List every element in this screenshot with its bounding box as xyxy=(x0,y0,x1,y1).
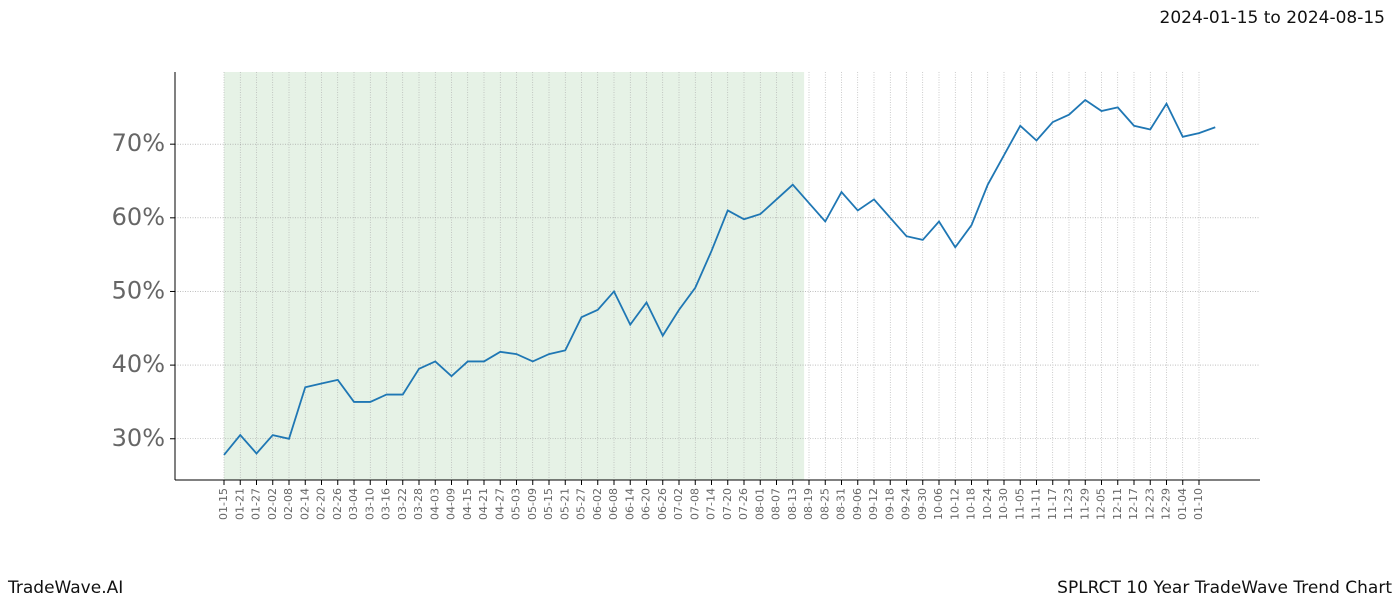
x-tick-label: 05-03 xyxy=(510,488,523,520)
x-tick-label: 02-02 xyxy=(266,488,279,520)
x-tick-label: 04-15 xyxy=(461,488,474,520)
x-tick-label: 02-08 xyxy=(282,488,295,520)
x-tick-label: 08-19 xyxy=(802,488,815,520)
x-tick-label: 07-02 xyxy=(672,488,685,520)
x-tick-label: 02-26 xyxy=(331,488,344,520)
x-tick-label: 10-12 xyxy=(948,488,961,520)
y-tick-label: 60% xyxy=(112,203,165,231)
x-tick-label: 03-28 xyxy=(412,488,425,520)
x-tick-label: 11-17 xyxy=(1046,488,1059,520)
x-tick-label: 11-23 xyxy=(1062,488,1075,520)
x-tick-label: 11-11 xyxy=(1030,488,1043,520)
x-tick-label: 02-14 xyxy=(298,488,311,520)
y-tick-label: 40% xyxy=(112,350,165,378)
x-tick-label: 04-09 xyxy=(445,488,458,520)
x-tick-label: 09-24 xyxy=(900,488,913,520)
x-tick-label: 10-30 xyxy=(997,488,1010,520)
x-tick-label: 08-13 xyxy=(786,488,799,520)
x-tick-label: 06-14 xyxy=(623,488,636,520)
x-tick-label: 08-07 xyxy=(770,488,783,520)
x-tick-label: 04-27 xyxy=(493,488,506,520)
x-tick-label: 07-20 xyxy=(721,488,734,520)
x-tick-label: 11-05 xyxy=(1013,488,1026,520)
x-tick-label: 12-29 xyxy=(1160,488,1173,520)
highlight-band xyxy=(224,72,805,480)
x-tick-label: 06-02 xyxy=(591,488,604,520)
x-tick-label: 12-05 xyxy=(1095,488,1108,520)
y-tick-label: 30% xyxy=(112,424,165,452)
x-tick-label: 09-12 xyxy=(867,488,880,520)
x-tick-label: 10-18 xyxy=(965,488,978,520)
x-tick-label: 05-15 xyxy=(542,488,555,520)
source: TradeWave.AI xyxy=(7,578,123,598)
x-tick-label: 08-25 xyxy=(818,488,831,520)
date-range: 2024-01-15 to 2024-08-15 xyxy=(1160,8,1385,28)
x-tick-label: 08-01 xyxy=(753,488,766,520)
x-tick-label: 12-17 xyxy=(1127,488,1140,520)
x-tick-label: 09-18 xyxy=(883,488,896,520)
x-tick-label: 12-11 xyxy=(1111,488,1124,520)
x-tick-label: 02-20 xyxy=(315,488,328,520)
x-tick-label: 08-31 xyxy=(835,488,848,520)
x-tick-label: 10-24 xyxy=(981,488,994,520)
x-tick-label: 12-23 xyxy=(1143,488,1156,520)
x-tick-label: 01-10 xyxy=(1192,488,1205,520)
x-tick-label: 01-21 xyxy=(233,488,246,520)
x-tick-label: 10-06 xyxy=(932,488,945,520)
trend-line xyxy=(223,98,1216,456)
x-tick-label: 11-29 xyxy=(1078,488,1091,520)
x-tick-label: 04-21 xyxy=(477,488,490,520)
x-tick-label: 06-26 xyxy=(656,488,669,520)
x-tick-label: 01-27 xyxy=(250,488,263,520)
y-tick-label: 70% xyxy=(112,129,165,157)
x-tick-label: 09-30 xyxy=(916,488,929,520)
x-tick-label: 03-16 xyxy=(380,488,393,520)
x-tick-label: 05-27 xyxy=(575,488,588,520)
x-tick-label: 01-15 xyxy=(217,488,230,520)
x-tick-label: 06-20 xyxy=(640,488,653,520)
x-tick-label: 06-08 xyxy=(607,488,620,520)
x-tick-label: 07-08 xyxy=(688,488,701,520)
x-tick-label: 04-03 xyxy=(428,488,441,520)
x-tick-label: 01-04 xyxy=(1176,488,1189,520)
y-tick-label: 50% xyxy=(112,276,165,304)
x-tick-label: 07-14 xyxy=(705,488,718,520)
x-tick-label: 09-06 xyxy=(851,488,864,520)
x-tick-label: 03-04 xyxy=(347,488,360,520)
x-tick-label: 05-09 xyxy=(526,488,539,520)
x-tick-label: 03-22 xyxy=(396,488,409,520)
x-tick-label: 07-26 xyxy=(737,488,750,520)
chart-title: SPLRCT 10 Year TradeWave Trend Chart xyxy=(1057,578,1392,598)
x-tick-label: 05-21 xyxy=(558,488,571,520)
x-tick-label: 03-10 xyxy=(363,488,376,520)
